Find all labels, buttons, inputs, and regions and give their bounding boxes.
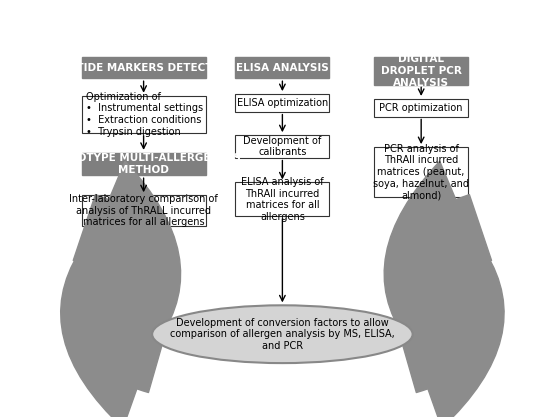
Text: ELISA optimization: ELISA optimization [237,98,328,108]
FancyBboxPatch shape [235,94,329,112]
FancyBboxPatch shape [374,147,468,197]
FancyBboxPatch shape [235,183,329,216]
FancyBboxPatch shape [82,153,206,175]
FancyBboxPatch shape [82,57,206,78]
FancyBboxPatch shape [82,195,206,226]
Text: PROTOTYPE MULTI-ALLERGEN MS
METHOD: PROTOTYPE MULTI-ALLERGEN MS METHOD [46,153,241,175]
FancyBboxPatch shape [374,99,468,117]
Text: ELISA analysis of
ThRAll incurred
matrices for all
allergens: ELISA analysis of ThRAll incurred matric… [241,177,323,222]
Text: PCR analysis of
ThRAll incurred
matrices (peanut,
soya, hazelnut, and
almond): PCR analysis of ThRAll incurred matrices… [373,144,469,200]
Text: Development of
calibrants: Development of calibrants [243,136,322,157]
FancyBboxPatch shape [374,57,468,85]
FancyBboxPatch shape [82,96,206,133]
Text: Development of conversion factors to allow
comparison of allergen analysis by MS: Development of conversion factors to all… [170,318,395,351]
Text: Optimization of
•  Instrumental settings
•  Extraction conditions
•  Trypsin dig: Optimization of • Instrumental settings … [86,92,203,137]
Text: ELISA ANALYSIS: ELISA ANALYSIS [236,63,329,73]
Text: PEPTIDE MARKERS DETECTION: PEPTIDE MARKERS DETECTION [53,63,234,73]
FancyBboxPatch shape [235,135,329,158]
Text: PCR optimization: PCR optimization [380,103,463,113]
FancyBboxPatch shape [235,57,329,78]
Ellipse shape [152,305,413,363]
Text: Inter-laboratory comparison of
analysis of ThRALL incurred
matrices for all alle: Inter-laboratory comparison of analysis … [69,194,218,227]
Text: DIGITAL
DROPLET PCR
ANALYSIS: DIGITAL DROPLET PCR ANALYSIS [381,54,462,88]
